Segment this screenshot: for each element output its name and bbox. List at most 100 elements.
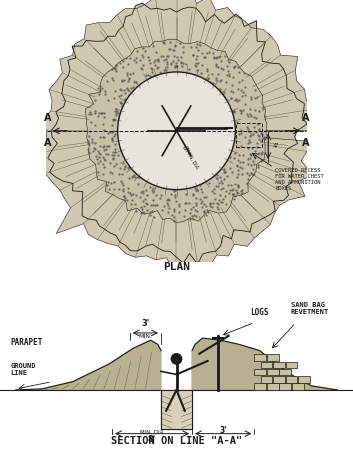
Point — [121, 64, 126, 71]
Point — [217, 192, 222, 199]
Point — [183, 60, 189, 68]
Point — [124, 197, 129, 204]
Point — [237, 163, 243, 170]
Text: SECTION ON LINE "A-A": SECTION ON LINE "A-A" — [111, 436, 242, 446]
Point — [193, 56, 198, 63]
Point — [249, 170, 255, 177]
Point — [190, 51, 196, 59]
Point — [230, 185, 235, 193]
Point — [111, 133, 116, 140]
Point — [147, 208, 153, 216]
Point — [193, 44, 199, 51]
Point — [100, 133, 106, 141]
Point — [260, 135, 266, 142]
Point — [116, 185, 122, 192]
Point — [140, 209, 146, 216]
Point — [113, 110, 119, 117]
Point — [86, 110, 91, 118]
Point — [133, 78, 139, 85]
Point — [109, 152, 114, 159]
Point — [245, 128, 251, 135]
Point — [255, 120, 261, 127]
Text: LOGS: LOGS — [250, 308, 269, 318]
Point — [173, 41, 178, 49]
Point — [250, 158, 256, 165]
Point — [120, 188, 126, 195]
Point — [249, 132, 254, 139]
Point — [235, 156, 241, 164]
Point — [141, 209, 146, 216]
Point — [240, 106, 246, 113]
Point — [233, 97, 238, 104]
Point — [165, 208, 170, 216]
Point — [194, 53, 199, 60]
Point — [97, 142, 103, 149]
Point — [125, 84, 130, 91]
Point — [138, 203, 144, 211]
Point — [222, 88, 227, 95]
Point — [100, 170, 106, 178]
Point — [171, 206, 176, 213]
Point — [110, 127, 115, 134]
Point — [217, 54, 222, 61]
Point — [92, 122, 98, 129]
Point — [155, 55, 161, 63]
Point — [85, 140, 90, 147]
Point — [174, 53, 180, 60]
Point — [101, 109, 107, 116]
Point — [111, 115, 117, 122]
Point — [242, 100, 247, 107]
Point — [140, 44, 146, 51]
Point — [164, 52, 170, 60]
Point — [90, 135, 95, 143]
Point — [148, 202, 153, 209]
Point — [149, 187, 155, 194]
Point — [97, 157, 103, 165]
Point — [101, 114, 107, 121]
Point — [128, 191, 134, 198]
Point — [126, 189, 131, 196]
Point — [113, 111, 119, 119]
Polygon shape — [16, 340, 161, 390]
Point — [175, 57, 181, 64]
Point — [223, 187, 228, 194]
Point — [201, 207, 207, 215]
Point — [147, 60, 152, 67]
Point — [247, 106, 253, 113]
Point — [113, 61, 118, 69]
Text: A: A — [302, 113, 310, 123]
Point — [246, 176, 251, 183]
Point — [171, 52, 176, 59]
Point — [252, 154, 258, 161]
Point — [141, 202, 146, 209]
Point — [247, 150, 253, 157]
Point — [221, 195, 226, 202]
Point — [193, 200, 199, 207]
Point — [184, 190, 189, 198]
Point — [150, 197, 156, 204]
Point — [130, 172, 136, 179]
Point — [149, 68, 155, 75]
Point — [234, 174, 240, 181]
Point — [237, 68, 242, 75]
Point — [127, 189, 133, 197]
Point — [240, 88, 246, 96]
Point — [147, 212, 152, 219]
Point — [255, 93, 260, 100]
Point — [112, 131, 118, 138]
Point — [110, 116, 116, 124]
Point — [165, 53, 171, 60]
Point — [150, 42, 155, 50]
Point — [248, 96, 253, 103]
Point — [260, 103, 266, 110]
Point — [214, 171, 220, 178]
Point — [139, 205, 145, 212]
Point — [221, 168, 227, 175]
Point — [253, 129, 259, 136]
Bar — [273, 362, 285, 368]
Point — [231, 107, 237, 115]
Point — [246, 172, 252, 179]
Point — [189, 212, 195, 219]
Point — [110, 128, 115, 135]
Point — [194, 66, 200, 74]
